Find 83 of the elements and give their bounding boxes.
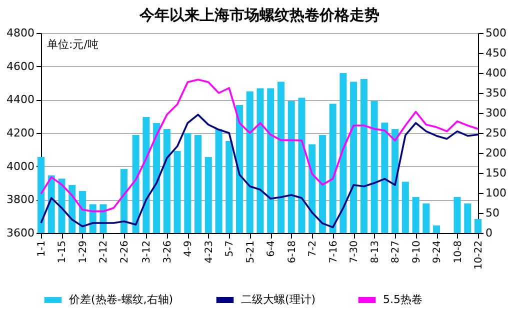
- bar: [226, 141, 233, 233]
- bar: [204, 157, 212, 233]
- x-tick-label: 1-15: [57, 240, 68, 264]
- bar: [318, 135, 326, 233]
- bar: [142, 117, 150, 233]
- bar: [402, 182, 409, 233]
- bar: [308, 144, 316, 233]
- x-tick-label: 7-30: [349, 240, 360, 264]
- bar: [163, 129, 170, 233]
- bar: [298, 98, 306, 233]
- legend-label: 价差(热卷-螺纹,右轴): [68, 293, 174, 306]
- y-tick-label: 4000: [6, 160, 34, 173]
- x-tick-label: 8-27: [390, 240, 402, 264]
- y-tick-label: 4200: [6, 126, 34, 140]
- bar: [184, 133, 192, 233]
- bar: [267, 88, 274, 233]
- x-tick-label: 1-29: [78, 240, 89, 264]
- x-tick-label: 7-16: [328, 240, 340, 264]
- bar: [340, 73, 347, 233]
- x-tick-label: 5-7: [224, 240, 236, 257]
- x-tick-label: 3-12: [142, 240, 153, 264]
- bar: [58, 178, 66, 233]
- bar: [132, 135, 140, 233]
- x-tick-label: 10-8: [452, 240, 464, 264]
- y2-tick-label: 450: [486, 46, 506, 60]
- y-tick-label: 4800: [6, 26, 34, 40]
- bar: [174, 151, 181, 233]
- y2-tick-label: 150: [486, 166, 506, 180]
- y2-tick-label: 100: [486, 186, 506, 200]
- bar: [464, 203, 472, 233]
- y2-tick-label: 200: [486, 146, 506, 160]
- bar: [474, 219, 482, 233]
- bar: [422, 203, 430, 233]
- x-tick-label: 8-13: [370, 240, 381, 264]
- bar: [350, 82, 358, 233]
- line-series: [40, 78, 479, 212]
- legend-label: 二级大螺(理计): [241, 293, 316, 306]
- y-tick-label: 3600: [6, 226, 34, 240]
- bar: [381, 122, 388, 233]
- y2-tick-label: 250: [486, 126, 506, 140]
- bar: [236, 105, 243, 233]
- bar: [454, 197, 461, 233]
- y-tick-label: 4400: [6, 93, 34, 106]
- x-tick-label: 1-1: [36, 240, 48, 257]
- bar: [433, 225, 440, 233]
- y2-tick-label: 400: [486, 66, 506, 80]
- bar: [370, 101, 378, 233]
- x-tick-label: 9-24: [432, 240, 444, 264]
- annotation: 单位:元/吨: [47, 38, 98, 51]
- x-tick-label: 2-26: [119, 240, 130, 264]
- y2-tick-label: 350: [486, 86, 506, 100]
- bar: [153, 123, 160, 233]
- y-tick-label: 3800: [6, 193, 34, 206]
- x-tick-label: 2-12: [98, 240, 110, 264]
- legend-label: 5.5热卷: [383, 293, 422, 306]
- x-tick-label: 3-26: [162, 240, 174, 264]
- y2-tick-label: 50: [486, 206, 500, 220]
- x-tick-label: 7-2: [308, 240, 319, 257]
- bar: [392, 129, 399, 233]
- x-tick-label: 4-9: [183, 240, 194, 257]
- x-tick-label: 10-22: [474, 240, 484, 270]
- y2-tick-label: 300: [486, 106, 506, 120]
- bar: [288, 101, 295, 233]
- y2-tick-label: 500: [486, 26, 506, 40]
- chart-title: 今年以来上海市场螺纹热卷价格走势: [138, 6, 380, 24]
- x-tick-label: 6-18: [286, 240, 298, 264]
- bar: [360, 79, 368, 233]
- bar: [256, 88, 264, 233]
- bar: [277, 82, 284, 233]
- bar: [120, 169, 128, 233]
- bar: [329, 104, 336, 233]
- x-tick-label: 4-23: [204, 240, 215, 264]
- bar: [412, 197, 420, 233]
- x-tick-label: 6-4: [266, 240, 278, 257]
- bar: [38, 157, 44, 233]
- bar: [215, 129, 222, 233]
- bar: [194, 135, 202, 233]
- y2-tick-label: 0: [486, 226, 492, 240]
- line-series: [40, 114, 479, 228]
- x-tick-label: 9-10: [411, 240, 422, 264]
- y-tick-label: 4600: [6, 60, 34, 73]
- x-tick-label: 5-21: [245, 240, 256, 264]
- bar: [246, 91, 254, 233]
